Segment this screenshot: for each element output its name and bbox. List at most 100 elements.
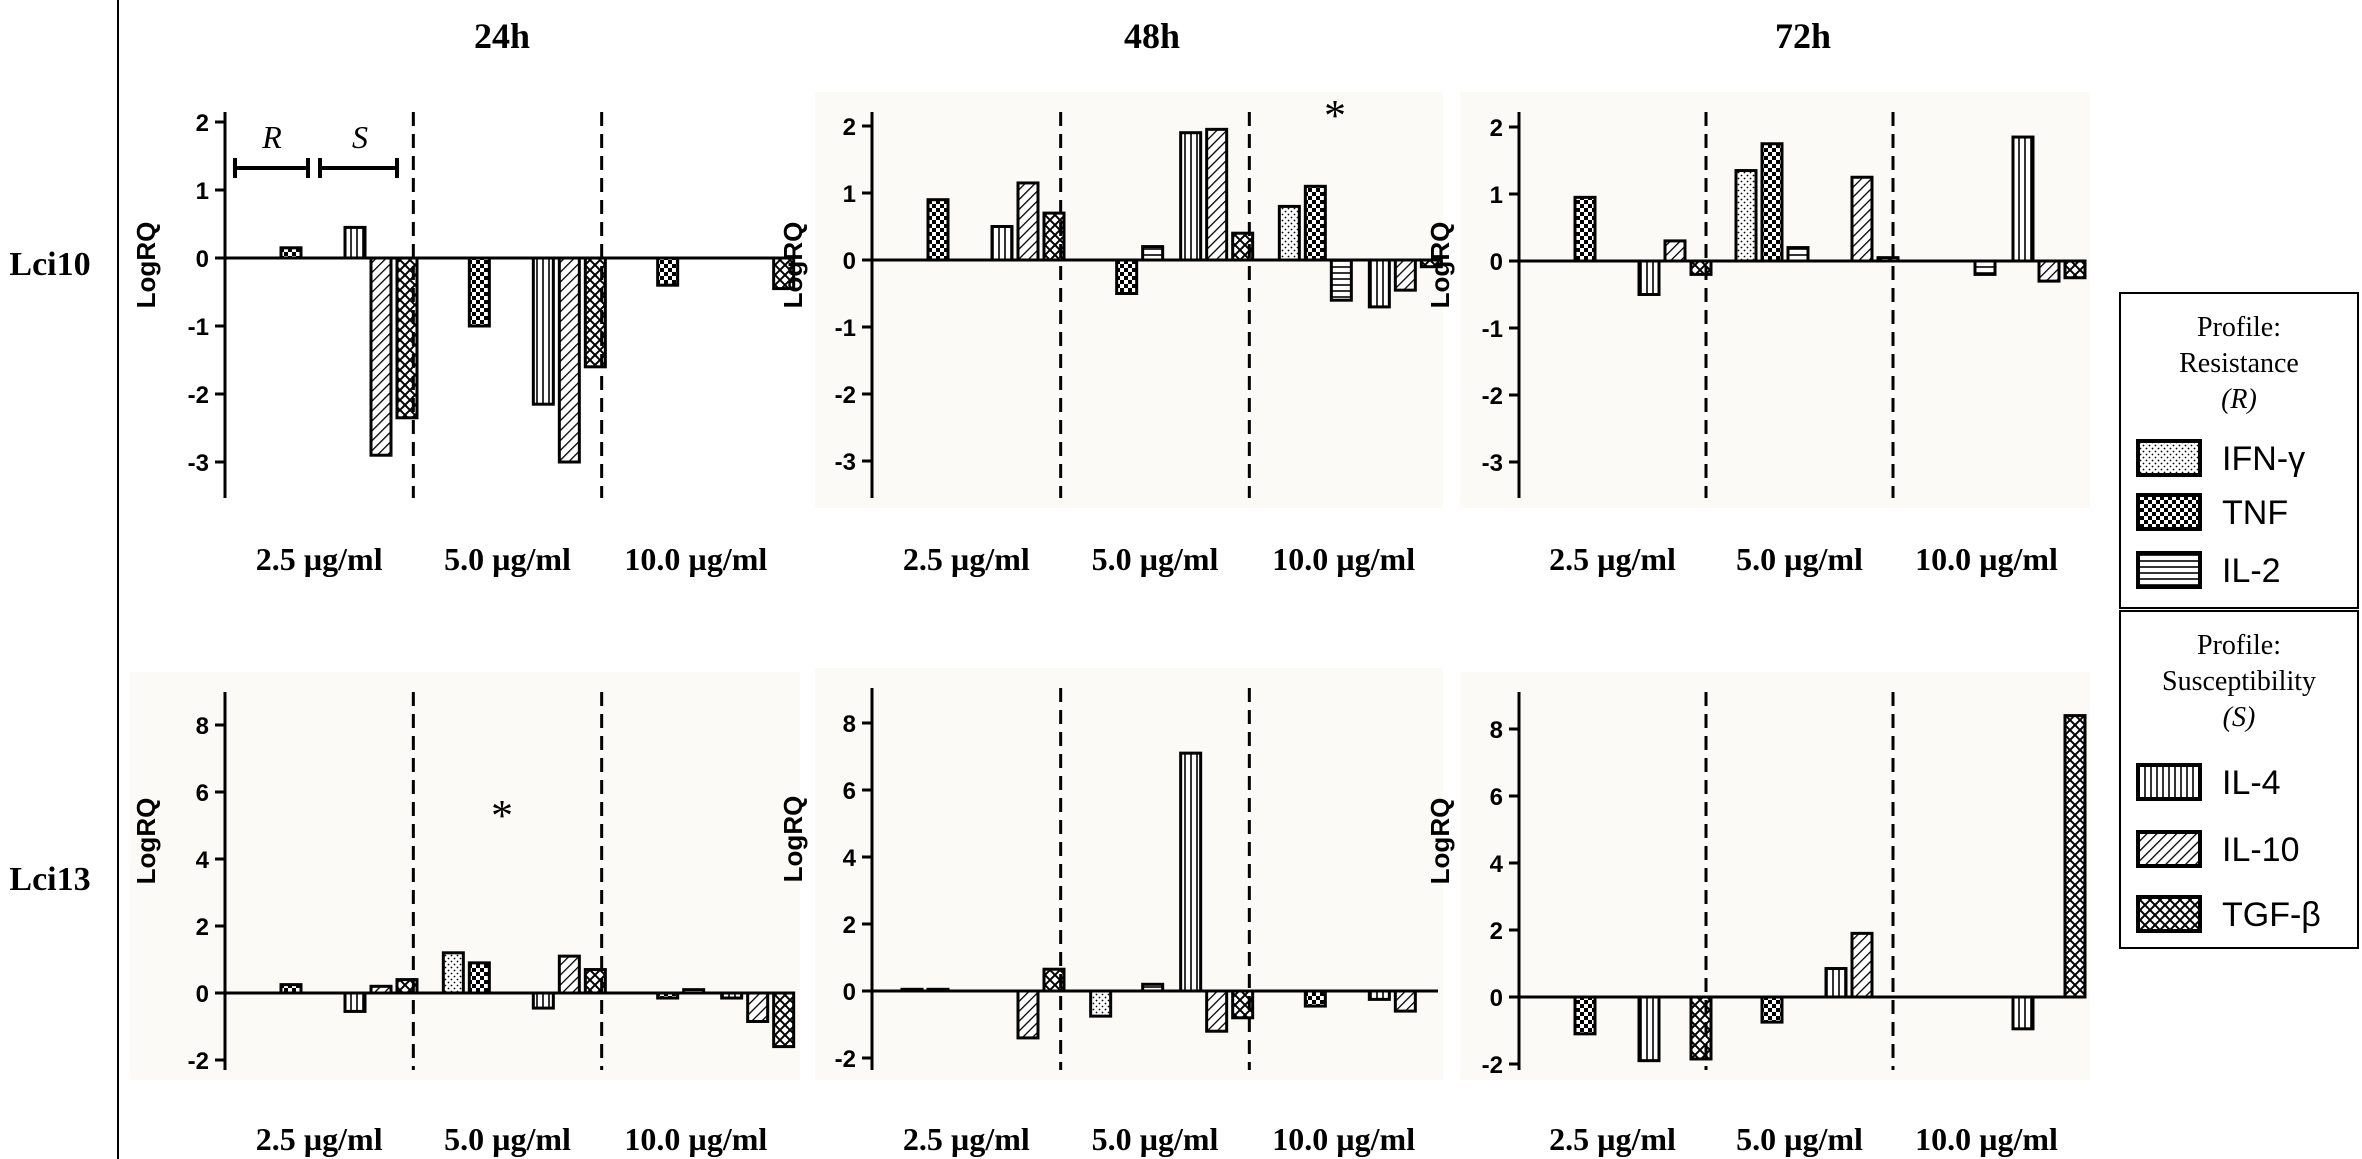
legend-swatch-il10: [2136, 830, 2202, 868]
y-tick-label: -2: [1482, 383, 1503, 410]
bar-il4: [531, 991, 555, 1010]
y-tick-label: 0: [1490, 249, 1503, 276]
panel-lci13-24h: 8 6 4 2 0 -2 LogRQ 2.5 µg/ml 5.0 µg/ml 10.0 µg/ml…: [130, 672, 800, 1157]
y-tick-label: -1: [1482, 316, 1503, 343]
bar-il4: [1179, 131, 1203, 262]
y-tick-label: 4: [196, 847, 210, 874]
column-title-24h: 24h: [474, 16, 530, 56]
bar-ifng: [1277, 204, 1301, 262]
bar-ifng: [441, 951, 465, 995]
y-axis-label: LogRQ: [778, 796, 808, 883]
legend-susceptibility: Profile: Susceptibility (S) IL-4 IL-10 T…: [2119, 610, 2359, 949]
row-label-lci10: Lci10: [9, 246, 90, 283]
y-tick-label: -2: [835, 382, 856, 409]
bar-il2: [1141, 245, 1165, 262]
bar-tnf: [279, 983, 303, 995]
concentration-label: 2.5 µg/ml: [903, 1121, 1030, 1157]
bar-il10: [2037, 259, 2061, 283]
bar-ifng: [1089, 989, 1113, 1018]
y-tick-label: 2: [1490, 918, 1503, 945]
bar-tgfb: [1042, 967, 1066, 993]
concentration-label: 2.5 µg/ml: [1549, 1121, 1676, 1157]
concentration-label: 10.0 µg/ml: [624, 541, 767, 577]
bar-il4: [720, 991, 744, 1000]
y-tick-label: 0: [196, 981, 209, 1008]
y-tick-label: 8: [843, 711, 856, 738]
row-label-lci13: Lci13: [9, 861, 90, 898]
concentration-label: 2.5 µg/ml: [256, 541, 383, 577]
bar-tnf: [926, 198, 950, 262]
significance-marker: *: [1324, 91, 1346, 140]
bar-il4: [2011, 995, 2035, 1031]
bar-tgfb: [1042, 211, 1066, 262]
bar-tgfb: [1231, 989, 1255, 1020]
bar-tgfb: [2063, 714, 2087, 999]
bar-il10: [557, 954, 581, 995]
y-tick-label: 0: [843, 248, 856, 275]
bar-il10: [1393, 989, 1417, 1013]
bar-il2: [1141, 982, 1165, 993]
concentration-label: 5.0 µg/ml: [1736, 1121, 1863, 1157]
bar-tnf: [656, 256, 680, 287]
bar-il4: [1824, 967, 1848, 999]
y-tick-label: 8: [1490, 717, 1503, 744]
y-tick-label: 0: [196, 246, 209, 273]
bar-il4: [1637, 995, 1661, 1063]
concentration-label: 2.5 µg/ml: [256, 1121, 383, 1157]
y-tick-label: 0: [843, 979, 856, 1006]
bar-il4: [2011, 135, 2035, 263]
bar-tgfb: [1231, 231, 1255, 262]
y-axis-label: LogRQ: [131, 222, 161, 309]
bar-il10: [1850, 931, 1874, 999]
y-tick-label: 8: [196, 713, 209, 740]
y-tick-label: -3: [835, 449, 856, 476]
bar-ifng: [900, 987, 924, 993]
bar-il4: [990, 225, 1014, 262]
y-tick-label: 2: [843, 114, 856, 141]
bar-il10: [1205, 127, 1229, 262]
concentration-label: 5.0 µg/ml: [1736, 541, 1863, 577]
concentration-label: 5.0 µg/ml: [444, 1121, 571, 1157]
bar-il4: [531, 256, 555, 406]
bar-il4: [1637, 259, 1661, 296]
y-tick-label: 6: [1490, 784, 1503, 811]
bar-tnf: [467, 256, 491, 328]
bar-tgfb: [772, 256, 796, 291]
bar-tgfb: [1419, 258, 1443, 269]
bracket-r-label: R: [261, 119, 282, 155]
y-tick-label: 6: [196, 780, 209, 807]
y-tick-label: 4: [843, 845, 857, 872]
y-tick-label: 1: [1490, 182, 1503, 209]
bar-tgfb: [1689, 259, 1713, 276]
bar-tnf: [1573, 995, 1597, 1036]
bar-il10: [1850, 175, 1874, 263]
bar-il2: [1329, 258, 1353, 302]
y-axis-label: LogRQ: [1425, 222, 1455, 309]
concentration-label: 10.0 µg/ml: [624, 1121, 767, 1157]
bar-ifng: [1734, 169, 1758, 263]
legend-label-il4: IL-4: [2222, 764, 2281, 802]
bar-tnf: [1573, 195, 1597, 263]
y-tick-label: 2: [1490, 115, 1503, 142]
bar-tgfb: [1876, 256, 1900, 263]
significance-marker: *: [491, 791, 513, 840]
legend-swatch-il2: [2136, 551, 2202, 589]
legend-susceptibility-line1: Profile:: [2197, 630, 2281, 661]
legend-resistance-line1: Profile:: [2197, 312, 2281, 343]
concentration-label: 5.0 µg/ml: [444, 541, 571, 577]
bar-il4: [1367, 989, 1391, 1001]
y-tick-label: -2: [188, 1048, 209, 1075]
profile-brackets: R S: [233, 119, 399, 178]
y-tick-label: 1: [843, 181, 856, 208]
bar-tnf: [467, 961, 491, 995]
legend-swatch-ifng: [2136, 439, 2202, 477]
bar-il4: [1179, 751, 1203, 993]
concentration-label: 10.0 µg/ml: [1272, 541, 1415, 577]
legend-swatch-il4: [2136, 763, 2202, 801]
column-title-72h: 72h: [1775, 16, 1831, 56]
panel-lci10-48h: 2 1 0 -1 -2 -3 LogRQ 2.5 µg/ml 5.0 µg/ml 10.0 µg/…: [778, 91, 1443, 577]
bar-tnf: [1760, 995, 1784, 1024]
y-tick-label: 0: [1490, 985, 1503, 1012]
bracket-s-label: S: [352, 119, 368, 155]
